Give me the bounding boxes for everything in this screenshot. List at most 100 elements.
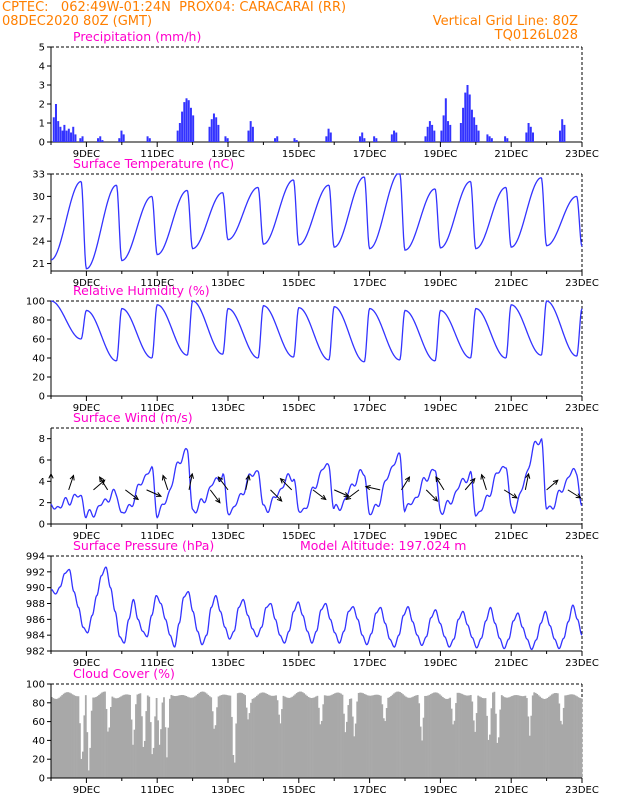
cloud-bar bbox=[493, 691, 496, 778]
precip-bar bbox=[329, 132, 332, 142]
cloud-bar bbox=[331, 694, 334, 778]
cloud-bar bbox=[138, 693, 140, 778]
cloud-bar bbox=[344, 732, 347, 778]
cloud-bar bbox=[570, 694, 572, 778]
cloud-bar bbox=[443, 698, 446, 778]
cloud-bar bbox=[105, 708, 108, 778]
cloud-bar bbox=[270, 695, 273, 778]
cloud-bar bbox=[161, 702, 164, 778]
cloud-bar bbox=[397, 691, 400, 778]
cloud-bar bbox=[114, 698, 117, 778]
cloud-bar bbox=[123, 694, 126, 778]
cloud-bar bbox=[553, 693, 556, 778]
cloud-bar bbox=[390, 696, 393, 778]
cloud-bar bbox=[440, 695, 443, 778]
cloud-bar bbox=[294, 694, 297, 778]
cloud-bar bbox=[337, 692, 339, 778]
humidity-line bbox=[50, 300, 583, 363]
cloud-bar bbox=[236, 693, 239, 778]
x-tick-label: 19DEC bbox=[424, 149, 458, 160]
cloud-bar bbox=[83, 715, 86, 778]
wind-arrow bbox=[345, 489, 360, 500]
cloud-bar bbox=[539, 696, 542, 778]
cloud-bar bbox=[492, 692, 494, 778]
cloud-bar bbox=[95, 696, 98, 778]
y-tick-label: 5 bbox=[39, 43, 45, 54]
cloud-bar bbox=[87, 770, 90, 778]
cloud-bar bbox=[362, 693, 364, 778]
cloud-bar bbox=[52, 698, 55, 778]
cloud-bar bbox=[567, 694, 570, 778]
cloud-bar bbox=[276, 700, 279, 778]
x-tick-label: 23DEC bbox=[565, 785, 599, 796]
precip-bar bbox=[531, 132, 534, 142]
cloud-bar bbox=[458, 692, 460, 778]
precip-bar bbox=[178, 123, 181, 142]
cloud-bar bbox=[452, 724, 454, 778]
panel-title: Precipitation (mm/h) bbox=[73, 29, 201, 44]
cloud-bar bbox=[222, 694, 224, 778]
cloud-bar bbox=[174, 696, 177, 778]
precip-bar bbox=[506, 138, 509, 142]
cloud-bar bbox=[118, 697, 121, 778]
cloud-bar bbox=[406, 697, 409, 778]
cloud-bar bbox=[183, 695, 186, 778]
cloud-bar bbox=[247, 719, 249, 778]
cloud-bar bbox=[556, 693, 559, 778]
cloud-bar bbox=[312, 697, 314, 778]
precip-bar bbox=[390, 134, 393, 142]
cloud-bar bbox=[101, 692, 103, 778]
cloud-bar bbox=[248, 713, 251, 778]
cloud-bar bbox=[104, 691, 106, 778]
cloud-bar bbox=[489, 734, 491, 778]
precip-bar bbox=[187, 100, 190, 142]
cloud-bar bbox=[340, 693, 342, 778]
cloud-bar bbox=[396, 691, 398, 778]
precip-bar bbox=[486, 134, 489, 142]
cloud-bar bbox=[374, 694, 376, 778]
cloud-bar bbox=[412, 696, 415, 778]
cloud-bar bbox=[502, 696, 505, 778]
y-tick-label: 3 bbox=[39, 81, 45, 92]
cloud-bar bbox=[568, 694, 571, 778]
cloud-bar bbox=[437, 693, 440, 778]
cloud-bar bbox=[258, 693, 261, 778]
y-tick-label: 8 bbox=[39, 434, 45, 445]
cloud-bar bbox=[64, 692, 67, 778]
cloud-bar bbox=[310, 698, 313, 778]
x-tick-label: 11DEC bbox=[140, 531, 174, 542]
cloud-bar bbox=[464, 695, 466, 778]
cloud-bar bbox=[186, 696, 189, 778]
cloud-bar bbox=[474, 731, 477, 778]
cloud-bar bbox=[500, 695, 503, 778]
cloud-bar bbox=[225, 694, 227, 778]
precip-bar bbox=[81, 136, 84, 142]
precip-bar bbox=[189, 107, 192, 142]
x-tick-label: 9DEC bbox=[73, 785, 100, 796]
panel-title: Cloud Cover (%) bbox=[73, 666, 175, 681]
cloud-bar bbox=[157, 720, 159, 778]
cloud-bar bbox=[317, 707, 320, 778]
cloud-bar bbox=[51, 697, 53, 778]
cloud-bar bbox=[306, 695, 308, 778]
wind-arrow-head bbox=[432, 496, 439, 502]
cloud-bar bbox=[332, 693, 335, 778]
cloud-bar bbox=[465, 695, 468, 778]
cloud-bar bbox=[456, 692, 459, 778]
x-tick-label: 13DEC bbox=[211, 658, 245, 669]
wind-arrow bbox=[217, 476, 229, 491]
precip-bar bbox=[57, 121, 60, 142]
x-tick-label: 23DEC bbox=[565, 149, 599, 160]
precip-bar bbox=[210, 119, 213, 142]
cloud-bar bbox=[446, 699, 449, 778]
cloud-bar bbox=[403, 695, 406, 778]
cloud-bar bbox=[455, 703, 457, 778]
precip-bar bbox=[72, 126, 75, 142]
cloud-bar bbox=[338, 692, 341, 778]
wind-arrow-head bbox=[525, 472, 531, 479]
cloud-bar bbox=[434, 692, 437, 778]
cloud-bar bbox=[419, 726, 422, 778]
precip-bar bbox=[561, 119, 564, 142]
cloud-bar bbox=[334, 693, 336, 778]
precip-bar bbox=[226, 138, 229, 142]
